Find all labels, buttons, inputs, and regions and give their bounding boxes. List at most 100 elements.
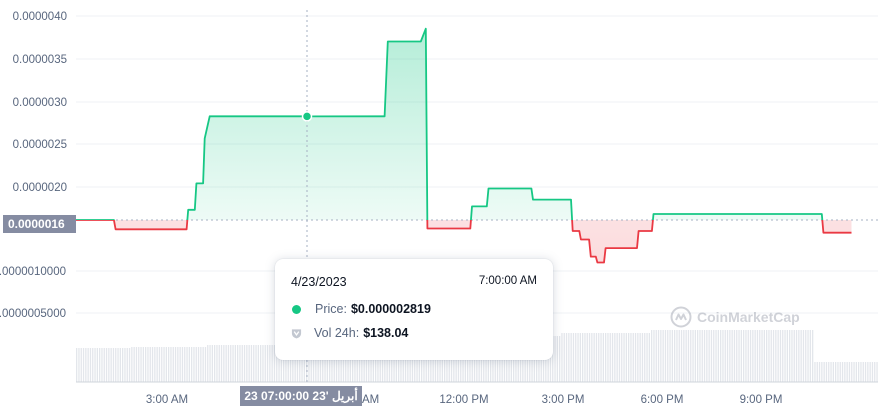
volume-bar bbox=[467, 344, 469, 382]
volume-bar bbox=[342, 344, 345, 382]
volume-bar bbox=[795, 330, 798, 382]
volume-bar bbox=[368, 344, 370, 382]
volume-bar bbox=[411, 344, 414, 382]
volume-bar bbox=[161, 347, 163, 382]
volume-bar bbox=[216, 345, 218, 382]
volume-bar bbox=[614, 333, 616, 382]
volume-bar bbox=[736, 330, 738, 382]
volume-bar bbox=[871, 362, 874, 382]
volume-bar bbox=[154, 347, 156, 382]
volume-bar bbox=[234, 345, 236, 382]
volume-bar bbox=[575, 333, 577, 382]
volume-bar bbox=[789, 330, 791, 382]
volume-bar bbox=[814, 362, 816, 382]
volume-bar bbox=[743, 330, 745, 382]
volume-bar bbox=[384, 344, 386, 382]
volume-bar bbox=[570, 333, 572, 382]
volume-bar bbox=[197, 347, 200, 382]
volume-bar bbox=[163, 347, 165, 382]
volume-bar bbox=[329, 345, 331, 382]
volume-bar bbox=[276, 345, 278, 382]
volume-bar bbox=[756, 330, 759, 382]
volume-bar bbox=[170, 347, 172, 382]
volume-bar bbox=[416, 344, 418, 382]
volume-bar bbox=[266, 345, 269, 382]
volume-bar bbox=[395, 344, 397, 382]
volume-bar bbox=[80, 348, 82, 382]
volume-bar bbox=[262, 345, 264, 382]
x-tick-label: 9:00 PM bbox=[740, 394, 783, 406]
volume-bar bbox=[232, 345, 234, 382]
volume-bar bbox=[168, 347, 170, 382]
volume-bar bbox=[853, 362, 855, 382]
volume-bar bbox=[105, 348, 108, 382]
volume-bar bbox=[777, 330, 779, 382]
volume-bar bbox=[289, 345, 292, 382]
volume-bar bbox=[549, 336, 552, 382]
volume-bar bbox=[674, 330, 676, 382]
volume-bar bbox=[460, 344, 462, 382]
volume-shield-icon bbox=[291, 328, 302, 339]
volume-bar bbox=[749, 330, 752, 382]
volume-bar bbox=[103, 348, 105, 382]
volume-bar bbox=[418, 344, 420, 382]
volume-bar bbox=[809, 330, 811, 382]
volume-bar bbox=[414, 344, 416, 382]
volume-bar bbox=[761, 330, 763, 382]
tooltip-volume-row: Vol 24h: $138.04 bbox=[291, 326, 408, 340]
volume-bar bbox=[338, 345, 340, 382]
volume-bar bbox=[832, 362, 834, 382]
volume-bar bbox=[381, 344, 384, 382]
volume-bar bbox=[595, 333, 598, 382]
volume-bar bbox=[345, 344, 347, 382]
volume-bar bbox=[427, 344, 430, 382]
volume-bar bbox=[671, 330, 673, 382]
volume-bar bbox=[439, 344, 441, 382]
volume-bar bbox=[655, 330, 657, 382]
volume-bar bbox=[588, 333, 591, 382]
volume-bar bbox=[745, 330, 747, 382]
volume-bar bbox=[667, 330, 669, 382]
volume-bar bbox=[563, 333, 565, 382]
volume-bar bbox=[683, 330, 685, 382]
volume-bar bbox=[181, 347, 184, 382]
volume-bar bbox=[699, 330, 701, 382]
volume-bar bbox=[317, 345, 319, 382]
volume-bar bbox=[402, 344, 404, 382]
volume-bar bbox=[577, 333, 579, 382]
x-tick-label: 3:00 PM bbox=[542, 394, 585, 406]
volume-bar bbox=[591, 333, 593, 382]
volume-bar bbox=[607, 333, 609, 382]
volume-bar bbox=[457, 344, 460, 382]
volume-bar bbox=[243, 345, 246, 382]
tooltip-price-label: Price: bbox=[315, 302, 347, 316]
volume-bar bbox=[124, 348, 126, 382]
volume-bar bbox=[195, 347, 197, 382]
volume-bar bbox=[722, 330, 724, 382]
y-axis-labels: 0.0000040 0.0000035 0.0000030 0.0000025 0.00… bbox=[0, 11, 67, 320]
volume-bar bbox=[326, 345, 328, 382]
volume-bar bbox=[207, 345, 209, 382]
volume-bar bbox=[301, 345, 303, 382]
volume-bar bbox=[444, 344, 446, 382]
volume-bar bbox=[370, 344, 372, 382]
volume-bar bbox=[241, 345, 243, 382]
volume-bar bbox=[641, 333, 644, 382]
volume-bar bbox=[582, 333, 584, 382]
volume-bar bbox=[365, 344, 368, 382]
coinmarketcap-logo-icon bbox=[670, 306, 692, 328]
volume-bar bbox=[851, 362, 853, 382]
volume-bar bbox=[96, 348, 98, 382]
y-tick-label: 0.0000005000 bbox=[0, 308, 66, 320]
volume-bar bbox=[211, 345, 213, 382]
volume-bar bbox=[844, 362, 846, 382]
volume-bar bbox=[740, 330, 742, 382]
volume-bar bbox=[400, 344, 402, 382]
volume-bar bbox=[841, 362, 844, 382]
volume-bar bbox=[835, 362, 837, 382]
volume-bar bbox=[874, 362, 876, 382]
volume-bar bbox=[862, 362, 864, 382]
volume-bar bbox=[188, 347, 190, 382]
y-tick-label: 0.0000030 bbox=[13, 97, 67, 109]
volume-bar bbox=[706, 330, 708, 382]
